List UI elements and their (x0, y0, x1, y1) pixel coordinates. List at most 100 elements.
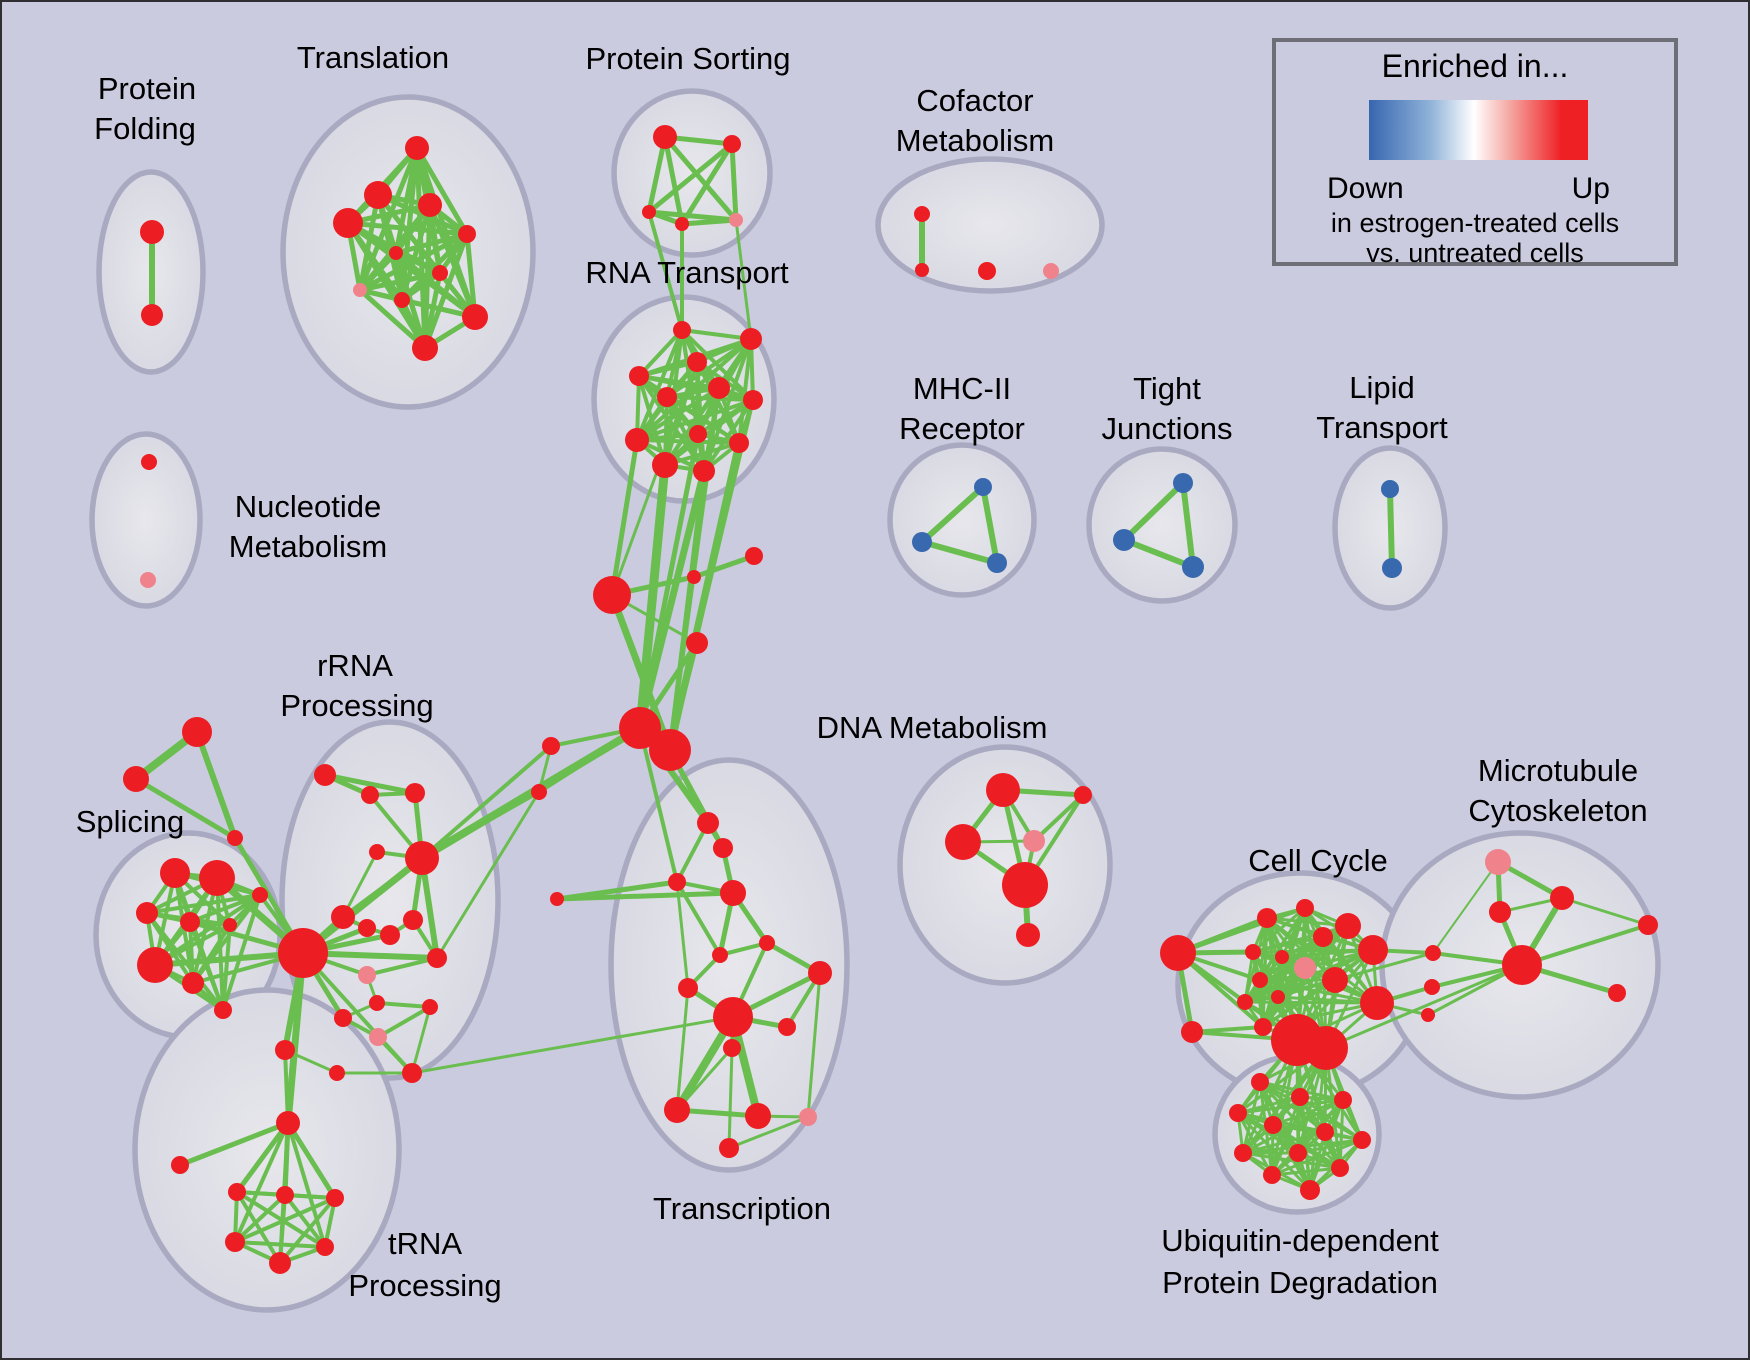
node (1182, 556, 1204, 578)
node (1016, 923, 1040, 947)
node (326, 1189, 344, 1207)
edge (410, 1005, 432, 1075)
node (1424, 979, 1440, 995)
node (412, 335, 438, 361)
edge (357, 145, 420, 293)
edge (806, 971, 822, 1119)
node (141, 304, 163, 326)
node (353, 283, 367, 297)
node (974, 478, 992, 496)
node (1002, 862, 1048, 908)
legend-caption-line2: vs. untreated cells (1366, 238, 1584, 268)
node (427, 948, 447, 968)
node (331, 905, 355, 929)
cluster-label-dna-metabolism: DNA Metabolism (817, 710, 1048, 745)
node (1296, 899, 1314, 917)
node (675, 217, 689, 231)
edge (233, 1193, 287, 1244)
node (389, 246, 403, 260)
node (723, 1039, 741, 1057)
node (668, 873, 686, 891)
node (1252, 972, 1268, 988)
legend-title: Enriched in... (1381, 48, 1569, 84)
cluster-label-microtubule-cytoskeleton-line2: Cytoskeleton (1468, 793, 1647, 828)
node (141, 454, 157, 470)
node (642, 205, 656, 219)
edge (729, 141, 739, 223)
legend-caption-line1: in estrogen-treated cells (1330, 208, 1620, 238)
cluster-label-ubiquitin-degradation-line2: Protein Degradation (1162, 1265, 1438, 1300)
node (712, 947, 728, 963)
node (740, 328, 762, 350)
legend-box: Enriched in... Down Up in estrogen-treat… (1272, 38, 1678, 268)
edge (734, 218, 753, 341)
legend-up-label: Up (1571, 172, 1610, 205)
node (358, 966, 376, 984)
node (1181, 1021, 1203, 1043)
node (160, 858, 190, 888)
cluster-ellipse-protein-sorting (611, 88, 773, 258)
cluster-label-tight-junctions-line2: Junctions (1102, 411, 1233, 446)
node (1381, 480, 1399, 498)
node (223, 918, 237, 932)
edge (234, 1120, 291, 1195)
node (405, 841, 439, 875)
node (316, 1238, 334, 1256)
node (405, 783, 425, 803)
node (914, 206, 930, 222)
edge (727, 1015, 735, 1150)
cluster-label-nucleotide-metabolism-line1: Nucleotide (235, 489, 381, 524)
edge (420, 744, 553, 860)
node (743, 390, 763, 410)
node (1502, 945, 1542, 985)
node (678, 978, 698, 998)
edge (464, 231, 478, 320)
edge (1324, 963, 1524, 1050)
node (432, 265, 448, 281)
node (689, 425, 707, 443)
edge (638, 726, 679, 884)
node (358, 919, 376, 937)
edge (679, 141, 735, 227)
cluster-label-cofactor-metabolism-line1: Cofactor (916, 83, 1033, 118)
node (619, 707, 661, 749)
edge (233, 1196, 337, 1244)
node (1335, 913, 1361, 939)
node (369, 1028, 387, 1046)
node (252, 887, 268, 903)
edge (702, 398, 755, 473)
edge (663, 398, 755, 467)
edge (393, 231, 470, 256)
node (649, 729, 691, 771)
node (1023, 830, 1045, 852)
node (719, 1138, 739, 1158)
edge (1520, 923, 1650, 967)
node (697, 812, 719, 834)
edge (1121, 537, 1196, 570)
node (1313, 927, 1333, 947)
edge (675, 1046, 734, 1112)
node (723, 135, 741, 153)
node (182, 972, 204, 994)
edge (635, 328, 684, 442)
edge (675, 880, 722, 957)
node (729, 433, 749, 453)
node (1322, 967, 1348, 993)
node (171, 1156, 189, 1174)
edge (1243, 966, 1307, 1004)
edge (554, 890, 736, 902)
node (1264, 1116, 1282, 1134)
node (1300, 1180, 1320, 1200)
edge (635, 398, 755, 442)
node (140, 572, 156, 588)
node (1550, 886, 1574, 910)
node (228, 1183, 246, 1201)
node (1294, 957, 1316, 979)
edge (1251, 935, 1325, 954)
cluster-label-mhc-ii-receptor-line1: MHC-II (913, 371, 1011, 406)
node (986, 773, 1020, 807)
edge (1241, 1151, 1342, 1170)
node (1074, 786, 1092, 804)
cluster-ellipse-tight-junctions (1086, 446, 1238, 604)
edge (1180, 480, 1196, 570)
